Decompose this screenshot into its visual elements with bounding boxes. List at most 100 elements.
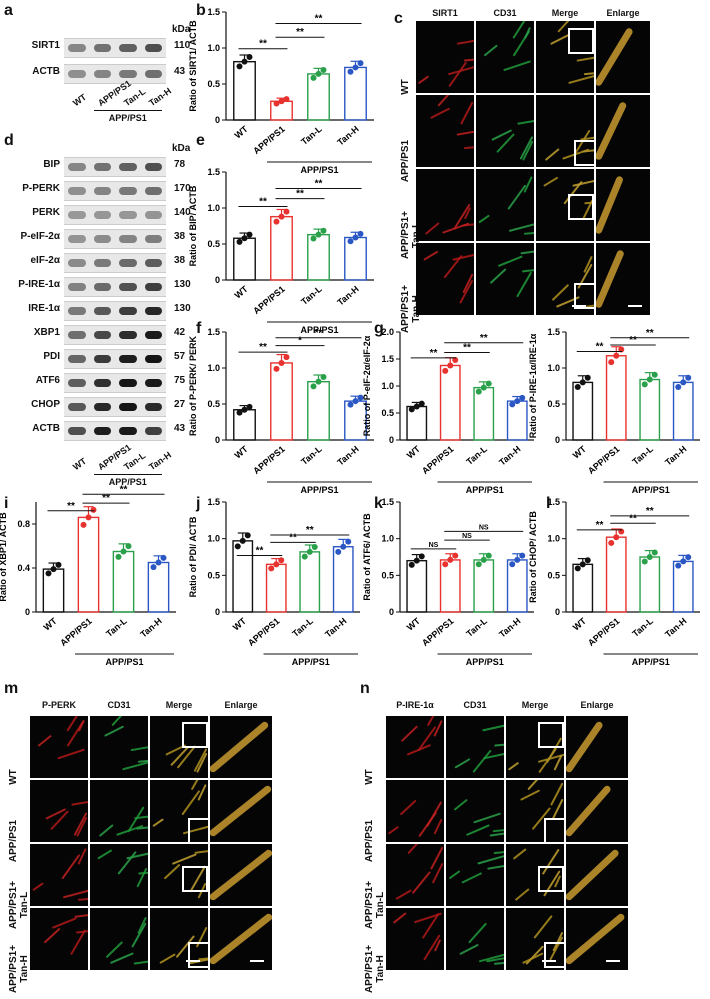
vessel-segment (546, 737, 562, 763)
micrograph-tile (90, 908, 148, 970)
y-axis-label: Ratio of SIRT1/ ACTB (188, 20, 198, 112)
x-tick-label: APP/PS1 (246, 616, 282, 648)
bar (672, 560, 694, 613)
panel-label-b: b (196, 2, 206, 19)
micrograph-vessels (522, 915, 564, 965)
vessel-segment (466, 824, 490, 836)
data-point (340, 543, 347, 550)
vessel-segment (487, 865, 504, 870)
vessel-segment (554, 875, 561, 888)
vessel-segment (483, 752, 504, 760)
vessel-segment (97, 849, 112, 860)
data-point (236, 409, 243, 416)
zoom-box (537, 722, 564, 749)
y-tick-label: 0.5 (547, 570, 560, 580)
vessel-segment (400, 800, 417, 816)
blot-band (93, 307, 111, 315)
micrograph-tile (30, 780, 88, 842)
data-point (310, 383, 317, 390)
vessel-segment (422, 913, 440, 939)
significance-label: ** (259, 39, 267, 50)
data-point (273, 218, 280, 225)
micrograph-vessels (210, 721, 269, 773)
vessel-segment (566, 849, 619, 901)
blot-band (119, 283, 137, 291)
blot-band (93, 187, 111, 195)
vessel-segment (550, 782, 564, 806)
vessel-segment (210, 785, 272, 837)
vessel-segment (152, 818, 164, 827)
row-label-line: WT (364, 769, 375, 785)
blot-row-label: PERK (32, 207, 60, 218)
bar (605, 536, 627, 613)
y-tick-label: 0 (25, 607, 30, 617)
kda-value: 38 (174, 231, 186, 242)
vessel-segment (503, 60, 531, 71)
micrograph-tile (536, 243, 594, 315)
data-point (278, 359, 285, 366)
zoom-box (187, 818, 208, 842)
y-tick-label: 0 (215, 275, 220, 285)
vessel-segment (136, 826, 148, 830)
data-point (347, 68, 354, 75)
blot-band (119, 379, 137, 387)
micrograph-vessels (491, 119, 534, 161)
x-tick-label: Tan-L (299, 284, 324, 307)
kda-value: 57 (174, 351, 186, 362)
micrograph-vessels (99, 806, 148, 837)
vessel-segment (478, 953, 504, 963)
data-point (150, 564, 157, 571)
vessel-segment (573, 130, 591, 156)
blot-band (68, 187, 86, 195)
y-tick-label: 0.5 (207, 570, 220, 580)
vessel-segment (176, 935, 195, 958)
micrograph-tile (536, 169, 594, 241)
data-point (241, 406, 248, 413)
data-point (278, 557, 285, 564)
data-point (90, 506, 97, 513)
micrograph-vessels (454, 724, 504, 773)
vessel-segment (76, 816, 88, 837)
y-tick-label: 1.5 (381, 497, 394, 507)
vessel-segment (423, 934, 441, 961)
bar (473, 559, 495, 613)
blot-band (119, 427, 137, 435)
vessel-segment (193, 748, 208, 772)
row-label-line: APP/PS1+ (8, 880, 19, 930)
vessel-segment (596, 176, 623, 234)
micrograph-tile (90, 780, 148, 842)
micrograph-tile (416, 21, 474, 93)
micrograph-tile (446, 844, 504, 906)
data-point (646, 554, 653, 560)
blot-band (68, 403, 86, 411)
blot-band (93, 355, 111, 363)
y-tick-label: 0.4 (17, 563, 30, 573)
blot-band (119, 355, 137, 363)
micrograph-tile (210, 780, 272, 842)
data-point (273, 100, 280, 107)
y-tick-label: 0 (215, 115, 220, 125)
micrograph-vessels (45, 801, 88, 837)
vessel-segment (492, 829, 504, 833)
data-point (574, 565, 581, 572)
bar (406, 559, 428, 613)
significance-label: ** (306, 525, 314, 536)
micrograph-row-label: APP/PS1+Tan-L (364, 875, 386, 935)
zoom-box (543, 942, 564, 969)
y-axis-label: Ratio of BIP/ ACTB (188, 185, 198, 266)
bar (307, 73, 330, 121)
vessel-segment (448, 61, 467, 87)
blot-band (68, 235, 86, 243)
x-tick-label: Tan-H (323, 616, 348, 640)
blot-band (119, 259, 137, 267)
micrograph-tile (536, 95, 594, 167)
bar (639, 556, 661, 613)
micrograph-vessels (543, 176, 594, 219)
y-tick-label: 1.0 (381, 534, 394, 544)
y-tick-label: 0 (555, 435, 560, 445)
y-tick-label: 0 (215, 435, 220, 445)
blot-band (144, 187, 162, 195)
micrograph-tile (210, 844, 272, 906)
micrograph-vessels (210, 849, 272, 901)
blot-band (144, 403, 162, 411)
